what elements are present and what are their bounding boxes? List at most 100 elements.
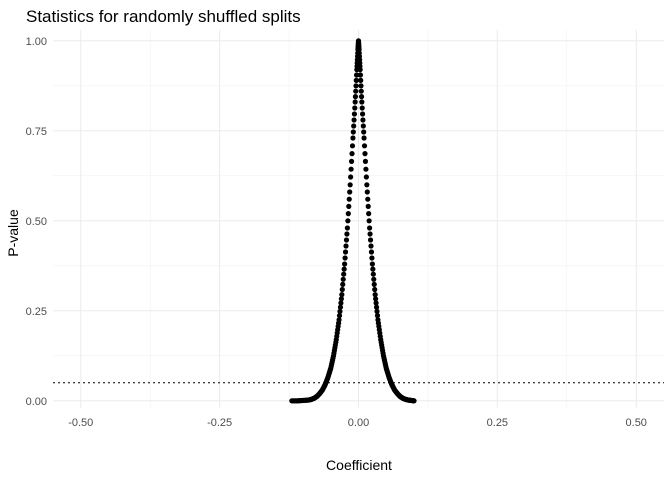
data-point (348, 158, 355, 164)
data-point (341, 266, 347, 272)
data-point (361, 129, 367, 135)
data-point (359, 111, 366, 117)
data-point (363, 166, 369, 172)
data-point (353, 88, 359, 94)
data-point (348, 166, 354, 172)
data-point (365, 196, 371, 202)
data-point (360, 117, 366, 123)
x-tick-label: 0.25 (487, 417, 508, 429)
data-point (339, 292, 345, 298)
data-point (342, 249, 349, 255)
data-point (373, 296, 379, 302)
data-point (364, 182, 370, 188)
data-point (359, 105, 365, 111)
data-point (337, 304, 344, 310)
data-point (344, 225, 350, 231)
data-point (344, 231, 350, 237)
data-point (338, 296, 344, 302)
chart-title: Statistics for randomly shuffled splits (26, 7, 301, 26)
data-point (336, 317, 342, 323)
data-point (346, 196, 352, 202)
data-point (346, 203, 352, 209)
data-point (358, 88, 364, 94)
tick-labels-layer: -0.50 -0.25 0.00 0.25 0.50 0.00 0.25 0.50 0.75 1.… (26, 36, 647, 429)
data-point (350, 135, 356, 141)
data-point (372, 292, 378, 298)
points-layer (289, 38, 417, 404)
y-axis-title: P-value (5, 209, 21, 257)
y-tick-label: 0.50 (26, 216, 47, 228)
data-point (352, 105, 358, 111)
data-point (371, 281, 377, 287)
data-point (370, 271, 376, 277)
data-point (361, 135, 367, 141)
data-point (411, 398, 417, 404)
data-point (345, 218, 351, 224)
data-point (353, 77, 359, 83)
data-point (361, 143, 368, 149)
data-point (369, 261, 375, 267)
data-point (348, 174, 354, 180)
data-point (351, 123, 357, 129)
data-point (370, 266, 376, 272)
x-tick-label: 0.00 (348, 417, 369, 429)
grid-layer (53, 30, 664, 408)
data-point (363, 174, 369, 180)
data-point (360, 123, 366, 129)
data-point (358, 94, 365, 100)
data-point (371, 276, 377, 282)
data-point (340, 281, 346, 287)
y-tick-label: 0.00 (26, 396, 47, 408)
data-point (340, 276, 346, 282)
data-point (367, 225, 373, 231)
data-point (347, 182, 353, 188)
data-point (373, 300, 379, 306)
data-point (341, 271, 347, 277)
data-point (357, 72, 364, 78)
data-point (338, 300, 344, 306)
data-point (372, 286, 378, 293)
data-point (364, 189, 370, 195)
x-tick-label: 0.50 (626, 417, 647, 429)
data-point (352, 94, 359, 100)
data-point (374, 308, 380, 314)
data-point (358, 77, 364, 83)
y-tick-label: 0.75 (26, 126, 47, 138)
data-point (358, 83, 364, 89)
data-point (359, 99, 365, 105)
y-tick-label: 0.25 (26, 306, 47, 318)
data-point (336, 313, 343, 319)
data-point (343, 237, 350, 243)
data-point (362, 158, 369, 164)
data-point (342, 255, 348, 261)
data-point (367, 237, 374, 243)
data-point (368, 249, 375, 255)
x-axis-title: Coefficient (326, 457, 392, 473)
data-point (353, 72, 360, 78)
data-point (365, 203, 371, 209)
data-point (349, 151, 355, 157)
data-point (374, 313, 381, 319)
data-point (351, 117, 357, 123)
data-point (350, 129, 356, 135)
data-point (362, 151, 368, 157)
data-point (366, 211, 372, 217)
data-point (339, 286, 345, 293)
y-tick-label: 1.00 (26, 36, 47, 48)
data-point (347, 189, 353, 195)
data-point (337, 308, 343, 314)
data-point (345, 211, 351, 217)
data-point (342, 261, 348, 267)
data-point (368, 243, 374, 249)
data-point (373, 304, 380, 310)
x-tick-label: -0.25 (207, 417, 232, 429)
data-point (367, 231, 373, 237)
data-point (343, 243, 349, 249)
data-point (369, 255, 375, 261)
data-point (351, 111, 358, 117)
x-tick-label: -0.50 (68, 417, 93, 429)
data-point (366, 218, 372, 224)
data-point (349, 143, 356, 149)
data-point (352, 99, 358, 105)
